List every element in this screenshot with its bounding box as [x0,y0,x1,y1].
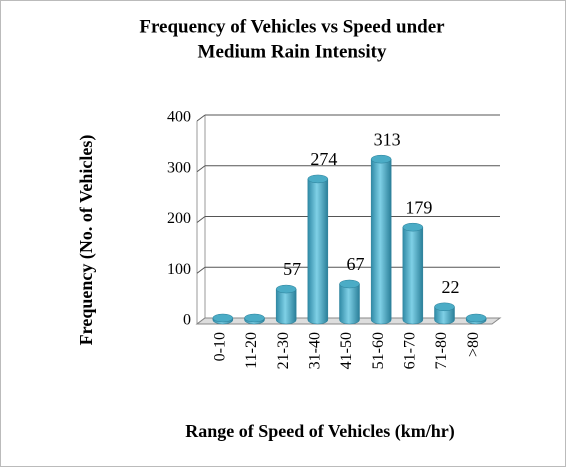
x-tick-label: 11-20 [243,332,260,369]
x-tick-label: 61-70 [402,332,419,369]
y-tick-label: 100 [167,261,191,278]
bar [402,226,424,325]
bar [307,178,329,325]
data-label: 67 [347,254,365,274]
data-label: 57 [283,259,301,279]
bar-top [370,154,392,164]
grid-line-side [196,266,206,274]
x-axis-title: Range of Speed of Vehicles (km/hr) [185,421,455,442]
x-tick-label: 51-60 [370,332,387,369]
chart-title: Medium Rain Intensity [198,41,387,62]
bar-top [275,284,297,294]
x-tick-label: 31-40 [307,332,324,369]
bar-top [434,302,455,312]
y-tick-label: 0 [183,312,191,329]
bar [434,306,455,325]
chart-title: Frequency of Vehicles vs Speed under [139,16,445,37]
grid-line-side [196,165,206,173]
x-tick-label: 71-80 [433,332,450,369]
bar [339,283,360,325]
bar [275,288,297,325]
grid-line-side [196,216,206,223]
data-label: 22 [442,277,460,297]
grid-line-side [196,114,206,122]
bar-top [244,313,265,323]
data-label: 274 [310,149,337,169]
data-label: 313 [374,129,401,149]
y-tick-label: 400 [167,109,191,126]
bar-top [465,313,487,323]
data-label: 179 [405,197,432,217]
bar-top [307,174,329,184]
bar-top [212,313,234,323]
x-tick-label: 41-50 [338,332,355,369]
x-tick-label: >80 [465,332,482,357]
y-tick-label: 200 [167,210,191,227]
x-tick-label: 0-10 [212,332,229,361]
y-tick-label: 300 [167,159,191,176]
y-axis-title: Frequency (No. of Vehicles) [76,135,97,346]
x-tick-label: 21-30 [275,332,292,369]
bar-top [402,222,424,232]
bar-top [339,279,360,289]
bar [370,158,392,325]
